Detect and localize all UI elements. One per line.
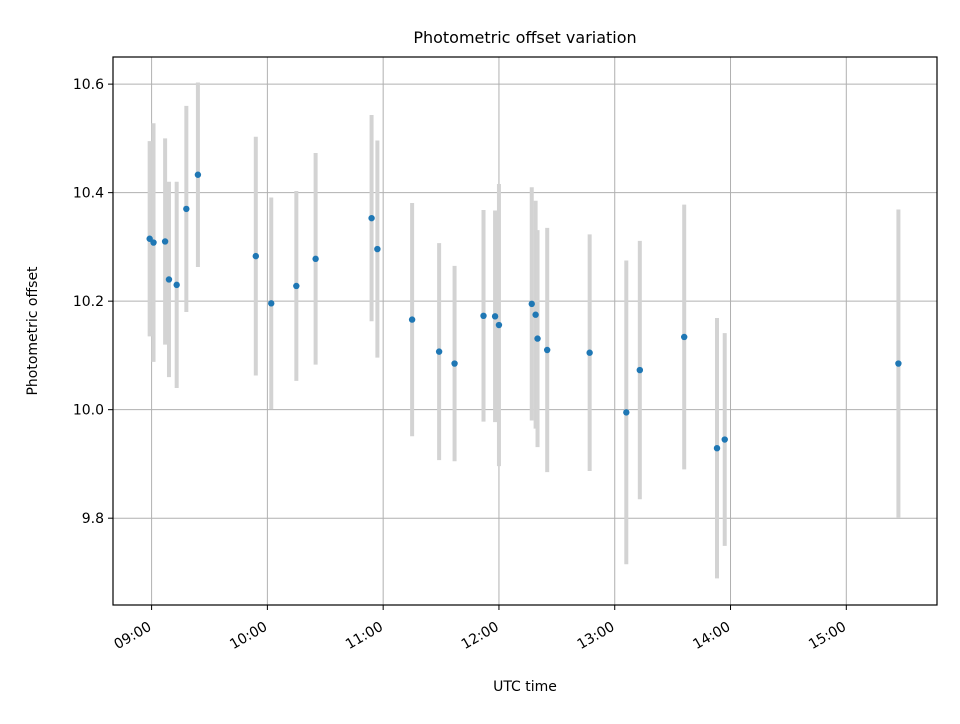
data-point [435,348,443,355]
data-point [713,444,721,452]
data-point [895,360,902,367]
data-point [368,214,375,222]
data-point [623,409,630,416]
data-point [532,311,539,318]
data-point [636,366,644,374]
data-point [543,346,551,354]
y-tick-label: 9.8 [82,511,104,527]
x-axis-label: UTC time [493,679,557,695]
y-tick-label: 10.2 [73,294,104,310]
plot-frame [112,56,938,606]
data-point [480,312,487,320]
data-point [721,436,728,443]
data-point [495,321,503,329]
chart-title: Photometric offset variation [413,28,636,47]
y-tick-label: 10.6 [73,77,104,93]
data-point [451,360,458,367]
data-point [161,238,169,245]
data-point [252,252,260,260]
y-axis-label: Photometric offset [25,266,41,396]
data-points [146,171,902,452]
grid-lines [113,57,937,605]
data-point [173,281,180,289]
data-point [293,282,300,290]
data-point [586,349,593,356]
data-point [374,245,381,253]
y-axis-ticks: 9.8 10.0 10.2 10.4 10.6 [73,77,113,527]
y-tick-label: 10.0 [73,403,104,419]
data-point [268,300,275,307]
data-point [491,313,499,320]
data-point [408,316,416,323]
data-point [165,276,173,283]
data-point [312,255,319,263]
y-tick-label: 10.4 [73,186,104,202]
data-point [194,171,202,178]
data-point [528,300,535,308]
data-point [150,239,157,246]
data-point [534,335,541,342]
data-point [681,333,688,341]
data-point [183,205,190,213]
